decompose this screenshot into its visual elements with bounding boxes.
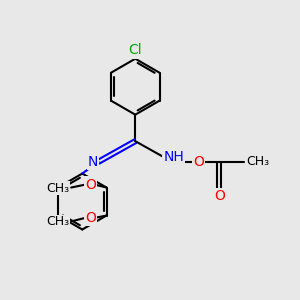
Text: N: N [88,155,98,169]
Text: Cl: Cl [128,44,142,58]
Text: O: O [193,155,204,169]
Text: CH₃: CH₃ [46,215,69,229]
Text: NH: NH [163,150,184,164]
Text: CH₃: CH₃ [46,182,69,195]
Text: O: O [214,189,225,202]
Text: O: O [85,178,96,192]
Text: O: O [85,211,96,225]
Text: CH₃: CH₃ [247,155,270,168]
